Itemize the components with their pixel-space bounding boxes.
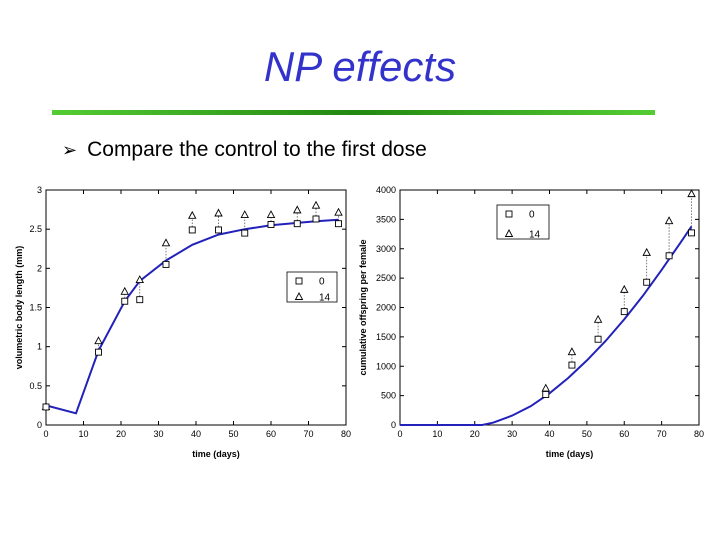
y-tick-label: 2.5: [29, 224, 42, 234]
y-axis-label: cumulative offspring per female: [358, 239, 368, 375]
bullet-text: Compare the control to the first dose: [87, 138, 427, 161]
x-tick-label: 60: [266, 429, 276, 439]
point-series-0: [568, 361, 576, 369]
fit-line: [400, 225, 693, 426]
x-tick-label: 30: [507, 429, 517, 439]
fit-line: [45, 218, 339, 415]
point-series-0: [267, 221, 275, 228]
plot-frame: [45, 189, 347, 426]
point-series-0: [643, 278, 651, 286]
x-tick-label: 30: [153, 429, 163, 439]
point-series-0: [665, 252, 673, 260]
point-series-14: [187, 210, 197, 219]
point-series-0: [542, 391, 550, 398]
point-series-0: [688, 229, 695, 237]
point-series-14: [642, 247, 651, 256]
y-tick-label: 500: [381, 391, 396, 401]
x-tick-label: 50: [228, 429, 238, 439]
plot-frame: [399, 189, 700, 426]
y-tick-label: 3: [37, 185, 42, 195]
y-tick-label: 0: [37, 420, 42, 430]
x-axis-label: time (days): [546, 449, 594, 459]
chart-body-length: 0 10 20 30 40 50 60 70 80 0 0.5 1 1.5 2 2.5 3 time (days…: [14, 185, 351, 459]
point-series-0: [42, 403, 50, 411]
x-tick-label: 60: [619, 429, 629, 439]
point-series-14: [135, 275, 145, 284]
point-series-14: [214, 208, 223, 217]
y-tick-label: 3000: [376, 244, 396, 254]
y-tick-label: 1: [37, 342, 42, 352]
x-tick-label: 20: [470, 429, 480, 439]
y-tick-label: 4000: [376, 185, 396, 195]
legend-box: [286, 271, 338, 303]
point-series-14: [94, 336, 103, 345]
x-tick-label: 70: [303, 429, 313, 439]
y-tick-label: 3500: [376, 214, 396, 224]
point-series-14: [664, 216, 674, 225]
x-tick-label: 10: [432, 429, 442, 439]
point-series-14: [311, 200, 321, 209]
point-series-0: [293, 220, 301, 228]
y-tick-label: 0: [391, 420, 396, 430]
x-tick-label: 40: [544, 429, 554, 439]
point-series-0: [136, 296, 144, 304]
bullet-point: ➢ Compare the control to the first dose: [62, 136, 427, 164]
legend-box: [496, 204, 550, 240]
point-series-14: [240, 210, 250, 219]
x-tick-label: 20: [116, 429, 126, 439]
legend-label: 0: [529, 210, 535, 221]
x-tick-label: 40: [191, 429, 201, 439]
legend-marker: [294, 292, 304, 300]
x-tick-label: 80: [694, 429, 704, 439]
point-series-14: [593, 314, 603, 323]
point-series-14: [334, 207, 343, 216]
x-tick-label: 80: [341, 429, 351, 439]
y-tick-label: 1000: [376, 361, 396, 371]
y-tick-label: 1.5: [29, 303, 42, 313]
y-tick-label: 2000: [376, 303, 396, 313]
point-series-0: [620, 308, 628, 316]
x-tick-label: 50: [582, 429, 592, 439]
y-tick-label: 1500: [376, 332, 396, 342]
point-series-0: [335, 220, 342, 228]
point-series-0: [215, 226, 222, 234]
point-series-14: [619, 284, 629, 293]
x-tick-label: 0: [397, 429, 402, 439]
y-tick-label: 2: [37, 263, 42, 273]
legend-label: 14: [319, 293, 331, 304]
legend-label: 14: [529, 230, 541, 241]
point-series-0: [594, 335, 602, 343]
point-series-0: [121, 297, 129, 305]
x-tick-label: 0: [43, 429, 48, 439]
point-series-14: [687, 189, 696, 198]
slide-title: NP effects: [263, 43, 457, 90]
point-series-14: [567, 347, 577, 356]
x-tick-label: 10: [78, 429, 88, 439]
point-series-14: [292, 205, 302, 214]
legend-label: 0: [319, 277, 325, 288]
x-axis-label: time (days): [192, 449, 240, 459]
legend-marker: [505, 210, 513, 218]
point-series-0: [312, 215, 320, 223]
y-tick-label: 0.5: [29, 381, 42, 391]
point-series-0: [162, 260, 170, 268]
point-series-14: [120, 286, 130, 295]
point-series-14: [541, 383, 551, 392]
point-series-0: [241, 229, 249, 237]
legend-marker: [504, 229, 514, 237]
x-tick-label: 70: [657, 429, 667, 439]
point-series-0: [95, 348, 102, 356]
chart-offspring: 0 10 20 30 40 50 60 70 80 0 500 1000 1500 2000 2500 300…: [358, 185, 704, 459]
arrow-bullet-icon: ➢: [62, 140, 78, 160]
point-series-14: [266, 210, 276, 219]
y-tick-label: 2500: [376, 273, 396, 283]
point-series-0: [188, 226, 196, 234]
point-series-14: [161, 238, 171, 247]
legend-marker: [295, 277, 303, 285]
y-axis-label: volumetric body length (mm): [14, 246, 24, 370]
title-divider: [52, 110, 655, 115]
